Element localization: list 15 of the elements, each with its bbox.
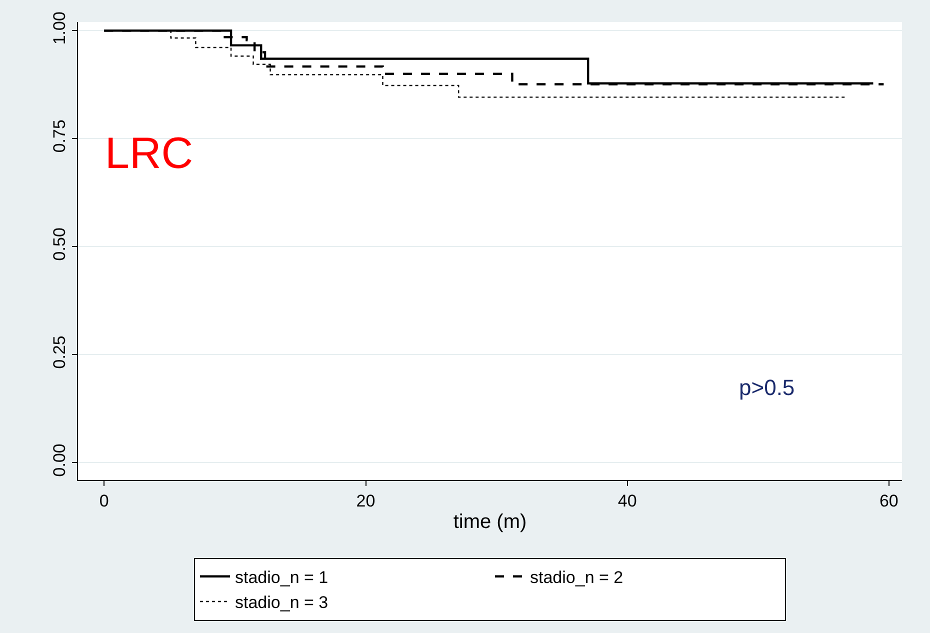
x-tick-label: 40 [618,491,637,510]
annotation: LRC [105,129,194,178]
legend-label: stadio_n = 1 [235,568,328,588]
y-tick-label: 0.50 [50,228,70,261]
x-tick-label: 60 [879,491,898,510]
x-tick-label: 20 [356,491,376,510]
y-tick-label: 1.00 [50,12,70,45]
annotation: p>0.5 [739,375,795,400]
y-tick-label: 0.00 [50,444,70,477]
y-tick-label: 0.25 [50,336,70,369]
x-axis-title: time (m) [453,510,527,533]
y-tick-label: 0.75 [50,120,70,153]
legend-label: stadio_n = 2 [530,568,624,588]
legend-label: stadio_n = 3 [235,593,328,612]
x-tick-label: 0 [99,491,109,510]
